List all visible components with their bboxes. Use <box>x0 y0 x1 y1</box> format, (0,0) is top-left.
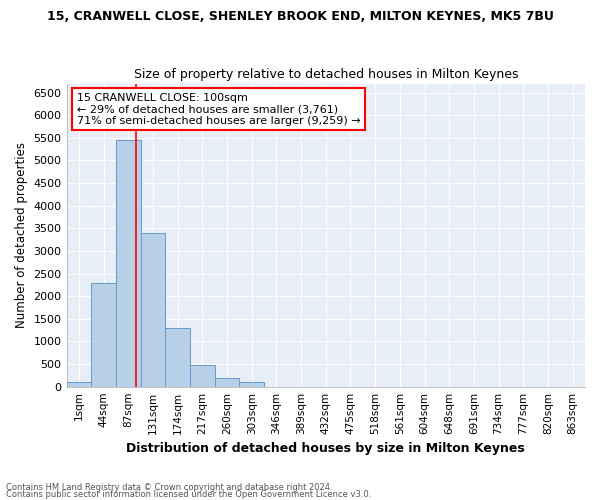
Bar <box>116 140 140 386</box>
Bar <box>239 382 264 386</box>
Title: Size of property relative to detached houses in Milton Keynes: Size of property relative to detached ho… <box>134 68 518 81</box>
Bar <box>190 365 215 386</box>
X-axis label: Distribution of detached houses by size in Milton Keynes: Distribution of detached houses by size … <box>127 442 525 455</box>
Bar <box>165 328 190 386</box>
Text: 15 CRANWELL CLOSE: 100sqm
← 29% of detached houses are smaller (3,761)
71% of se: 15 CRANWELL CLOSE: 100sqm ← 29% of detac… <box>77 92 361 126</box>
Text: Contains HM Land Registry data © Crown copyright and database right 2024.: Contains HM Land Registry data © Crown c… <box>6 484 332 492</box>
Bar <box>140 233 165 386</box>
Bar <box>91 282 116 387</box>
Bar <box>67 382 91 386</box>
Bar <box>215 378 239 386</box>
Y-axis label: Number of detached properties: Number of detached properties <box>15 142 28 328</box>
Text: Contains public sector information licensed under the Open Government Licence v3: Contains public sector information licen… <box>6 490 371 499</box>
Text: 15, CRANWELL CLOSE, SHENLEY BROOK END, MILTON KEYNES, MK5 7BU: 15, CRANWELL CLOSE, SHENLEY BROOK END, M… <box>47 10 553 23</box>
